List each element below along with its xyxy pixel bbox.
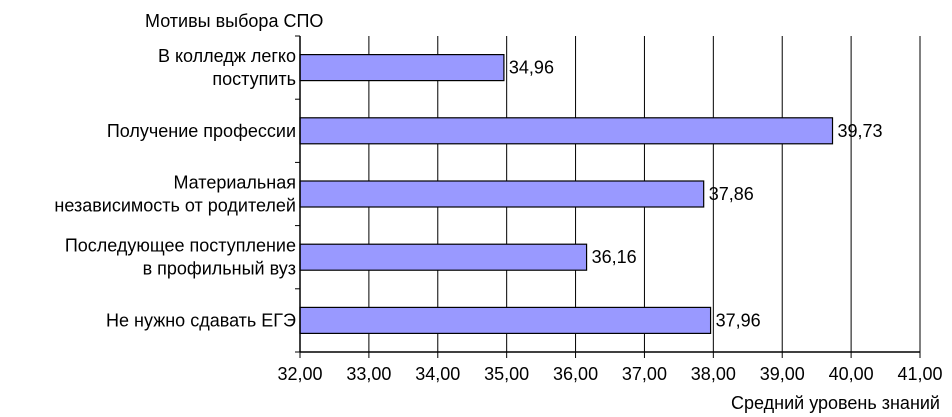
value-label: 36,16 bbox=[592, 247, 637, 267]
value-label: 39,73 bbox=[838, 121, 883, 141]
bar bbox=[299, 243, 588, 271]
x-tick-label: 41,00 bbox=[897, 364, 942, 384]
chart-title: Мотивы выбора СПО bbox=[145, 11, 323, 31]
category-label: Последующее поступление bbox=[65, 236, 296, 256]
value-labels: 34,96 39,73 37,86 36,16 37,96 bbox=[509, 58, 883, 331]
x-tick-label: 40,00 bbox=[829, 364, 874, 384]
category-label: В колледж легко bbox=[158, 46, 296, 66]
value-label: 34,96 bbox=[509, 58, 554, 78]
x-tick-label: 36,00 bbox=[553, 364, 598, 384]
category-label: Получение профессии bbox=[107, 121, 296, 141]
x-tick-label: 39,00 bbox=[760, 364, 805, 384]
bar bbox=[299, 117, 834, 145]
category-label: независимость от родителей bbox=[54, 196, 296, 216]
bars bbox=[299, 53, 834, 334]
x-tick-label: 38,00 bbox=[691, 364, 736, 384]
value-label: 37,86 bbox=[709, 184, 754, 204]
x-tick-label: 35,00 bbox=[484, 364, 529, 384]
x-tick-label: 32,00 bbox=[277, 364, 322, 384]
x-tick-label: 33,00 bbox=[346, 364, 391, 384]
category-labels: В колледж легко поступить Получение профес… bbox=[54, 46, 296, 330]
category-label: поступить bbox=[212, 69, 296, 89]
bar bbox=[299, 53, 505, 82]
x-tick-labels: 32,00 33,00 34,00 35,00 36,00 37,00 38,00 39,00… bbox=[277, 364, 942, 384]
category-label: Материальная bbox=[173, 173, 296, 193]
category-label: Не нужно сдавать ЕГЭ bbox=[106, 310, 296, 330]
x-tick-label: 37,00 bbox=[622, 364, 667, 384]
bar bbox=[299, 180, 705, 208]
axes bbox=[295, 35, 921, 358]
x-tick-label: 34,00 bbox=[415, 364, 460, 384]
value-label: 37,96 bbox=[716, 310, 761, 330]
x-axis-label: Средний уровень знаний bbox=[731, 393, 940, 413]
bar bbox=[299, 306, 712, 334]
category-label: в профильный вуз bbox=[143, 259, 296, 279]
